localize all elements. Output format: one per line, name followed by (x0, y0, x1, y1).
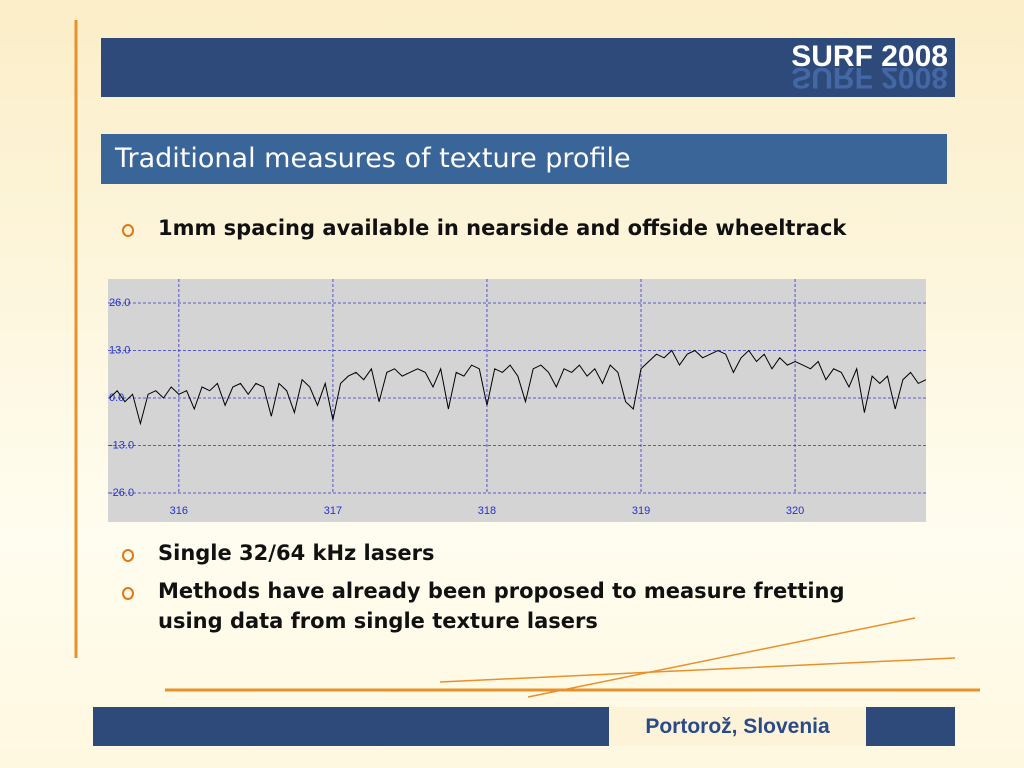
footer-location: Portorož, Slovenia (609, 707, 866, 746)
x-tick-label: 317 (324, 505, 342, 517)
x-tick-label: 319 (632, 505, 650, 517)
y-tick-label: -13.0 (109, 439, 134, 451)
slide-title: Traditional measures of texture profile (101, 134, 947, 184)
x-tick-label: 318 (478, 505, 496, 517)
bullet: Single 32/64 kHz lasers (122, 538, 858, 568)
bullet: Methods have already been proposed to me… (122, 576, 858, 636)
x-tick-label: 316 (170, 505, 188, 517)
bullet: 1mm spacing available in nearside and of… (122, 213, 858, 243)
bullet-text: Single 32/64 kHz lasers (158, 541, 435, 565)
y-tick-label: 26.0 (109, 297, 130, 309)
bullet-text: 1mm spacing available in nearside and of… (158, 216, 847, 240)
y-tick-label: -26.0 (109, 487, 134, 499)
profile-line (109, 349, 926, 426)
y-tick-label: 13.0 (109, 344, 130, 356)
bullet-text: Methods have already been proposed to me… (158, 579, 845, 633)
x-tick-label: 320 (786, 505, 804, 517)
brand: SURF 2008 (791, 40, 948, 73)
